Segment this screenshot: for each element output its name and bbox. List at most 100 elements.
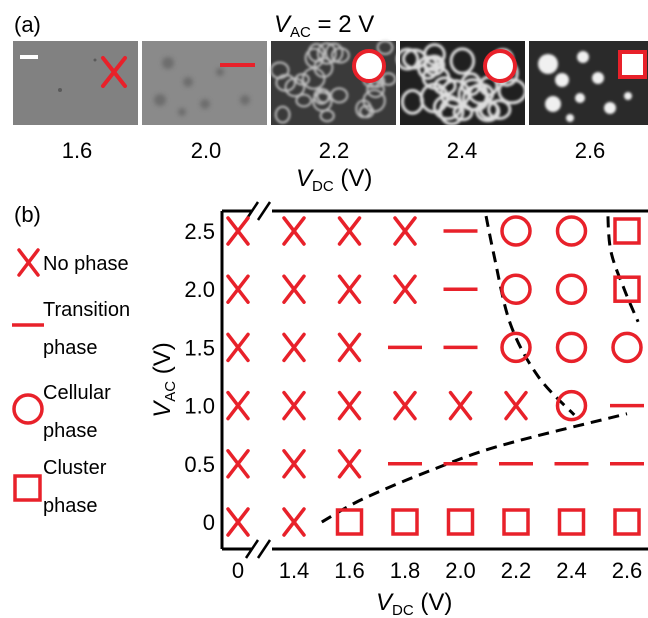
x-tick-label: 1.6 <box>334 558 365 583</box>
voltage-label: 2.0 <box>191 138 222 163</box>
plot-axes <box>220 209 648 551</box>
phase-boundaries <box>321 211 640 524</box>
marker-cellular <box>555 331 588 364</box>
voltage-label: 2.6 <box>575 138 606 163</box>
title-sub: AC <box>290 24 311 41</box>
ylabel-unit: (V) <box>149 342 176 381</box>
y-tick-label: 0 <box>203 510 215 535</box>
legend-item-transition: Transition phase <box>12 299 130 359</box>
voltage-label: 2.4 <box>447 138 478 163</box>
marker-no-phase <box>337 274 362 304</box>
marker-cellular <box>500 273 532 305</box>
xlabel-sub: DC <box>392 602 414 618</box>
marker-no-phase <box>504 390 528 421</box>
legend-label: Cellular <box>43 382 111 404</box>
marker-no-phase <box>282 449 306 479</box>
x-tick-label: 1.4 <box>279 558 310 583</box>
legend-label: Transition <box>43 299 130 321</box>
marker-no-phase <box>393 216 417 246</box>
circle-icon <box>12 393 44 425</box>
y-tick-label: 2.0 <box>184 277 215 302</box>
panel-b: (b) No phase Transition phase Cellular p… <box>12 201 648 618</box>
marker-cellular <box>500 331 532 364</box>
panel-a-title: VAC = 2 V <box>274 11 374 41</box>
x-axis-label: VDC (V) <box>376 589 452 618</box>
y-tick-label: 0.5 <box>184 452 215 477</box>
voltage-label: 2.2 <box>319 138 350 163</box>
micrograph-3 <box>269 39 397 125</box>
title-var: V <box>274 11 292 38</box>
y-tick-label: 1.0 <box>184 394 215 419</box>
x-tick-label: 2.6 <box>612 558 643 583</box>
legend-label: phase <box>43 420 98 442</box>
legend-item-no-phase: No phase <box>17 248 129 277</box>
panel-b-label: (b) <box>14 202 41 227</box>
marker-no-phase <box>226 332 250 363</box>
voltage-label: 1.6 <box>62 138 93 163</box>
legend: No phase Transition phase Cellular phase… <box>12 248 130 517</box>
panel-a: (a) VAC = 2 V <box>13 11 648 195</box>
marker-cluster <box>502 508 530 536</box>
boundary-transition-onset <box>321 412 628 524</box>
x-tick-label: 2.0 <box>445 558 476 583</box>
legend-label: No phase <box>43 253 129 275</box>
cross-icon <box>17 248 40 277</box>
y-axis-label: VAC (V) <box>149 342 179 418</box>
marker-cluster <box>613 275 641 303</box>
xlabel-unit: (V) <box>414 589 453 616</box>
marker-cluster <box>391 508 419 536</box>
y-tick-label: 2.5 <box>184 219 215 244</box>
title-rest: = 2 V <box>311 11 374 38</box>
marker-no-phase <box>337 449 362 479</box>
marker-no-phase <box>337 390 362 421</box>
marker-no-phase <box>282 507 306 537</box>
circle-icon <box>352 49 386 83</box>
marker-cellular <box>500 215 532 247</box>
marker-cellular <box>555 215 588 247</box>
marker-cluster <box>613 508 641 536</box>
x-tick-label: 2.2 <box>501 558 532 583</box>
marker-no-phase <box>337 216 362 246</box>
marker-cluster <box>613 217 641 245</box>
marker-cellular <box>611 331 643 364</box>
x-tick-label: 2.4 <box>556 558 587 583</box>
boundary-cellular-boundary <box>483 211 576 416</box>
micrograph-4 <box>395 41 527 126</box>
marker-no-phase <box>226 390 250 421</box>
marker-no-phase <box>448 390 473 421</box>
boundary-cluster-boundary <box>606 211 640 323</box>
marker-cluster <box>446 508 475 536</box>
y-tick-labels: 0 0.5 1.0 1.5 2.0 2.5 <box>184 219 215 535</box>
micrograph-5 <box>529 41 648 125</box>
x-tick-labels: 0 1.4 1.6 1.8 2.0 2.2 2.4 2.6 <box>232 558 642 583</box>
marker-no-phase <box>282 274 306 304</box>
micrograph-voltages: 1.6 2.0 2.2 2.4 2.6 <box>62 138 606 163</box>
phase-markers <box>226 215 644 537</box>
marker-no-phase <box>282 390 306 421</box>
marker-no-phase <box>337 332 362 363</box>
ylabel-sub: AC <box>162 381 179 402</box>
ylabel-var: V <box>149 400 176 418</box>
xlabel-sub: DC <box>312 178 334 195</box>
square-icon <box>13 474 42 502</box>
marker-no-phase <box>282 332 306 363</box>
marker-no-phase <box>393 390 417 421</box>
square-icon <box>618 50 647 79</box>
marker-cluster <box>557 508 586 536</box>
marker-cellular <box>555 273 588 305</box>
legend-label: phase <box>43 337 98 359</box>
legend-item-cellular: Cellular phase <box>12 382 111 442</box>
marker-no-phase <box>226 274 250 304</box>
marker-no-phase <box>226 507 250 537</box>
xlabel-unit: (V) <box>334 165 373 192</box>
cross-icon <box>101 56 127 88</box>
marker-no-phase <box>282 216 306 246</box>
panel-a-xlabel: VDC (V) <box>296 165 372 195</box>
x-tick-label: 1.8 <box>390 558 421 583</box>
marker-cluster <box>335 508 364 536</box>
marker-cellular <box>555 389 588 422</box>
y-tick-label: 1.5 <box>184 335 215 360</box>
marker-no-phase <box>226 449 250 479</box>
panel-a-label: (a) <box>14 12 41 37</box>
